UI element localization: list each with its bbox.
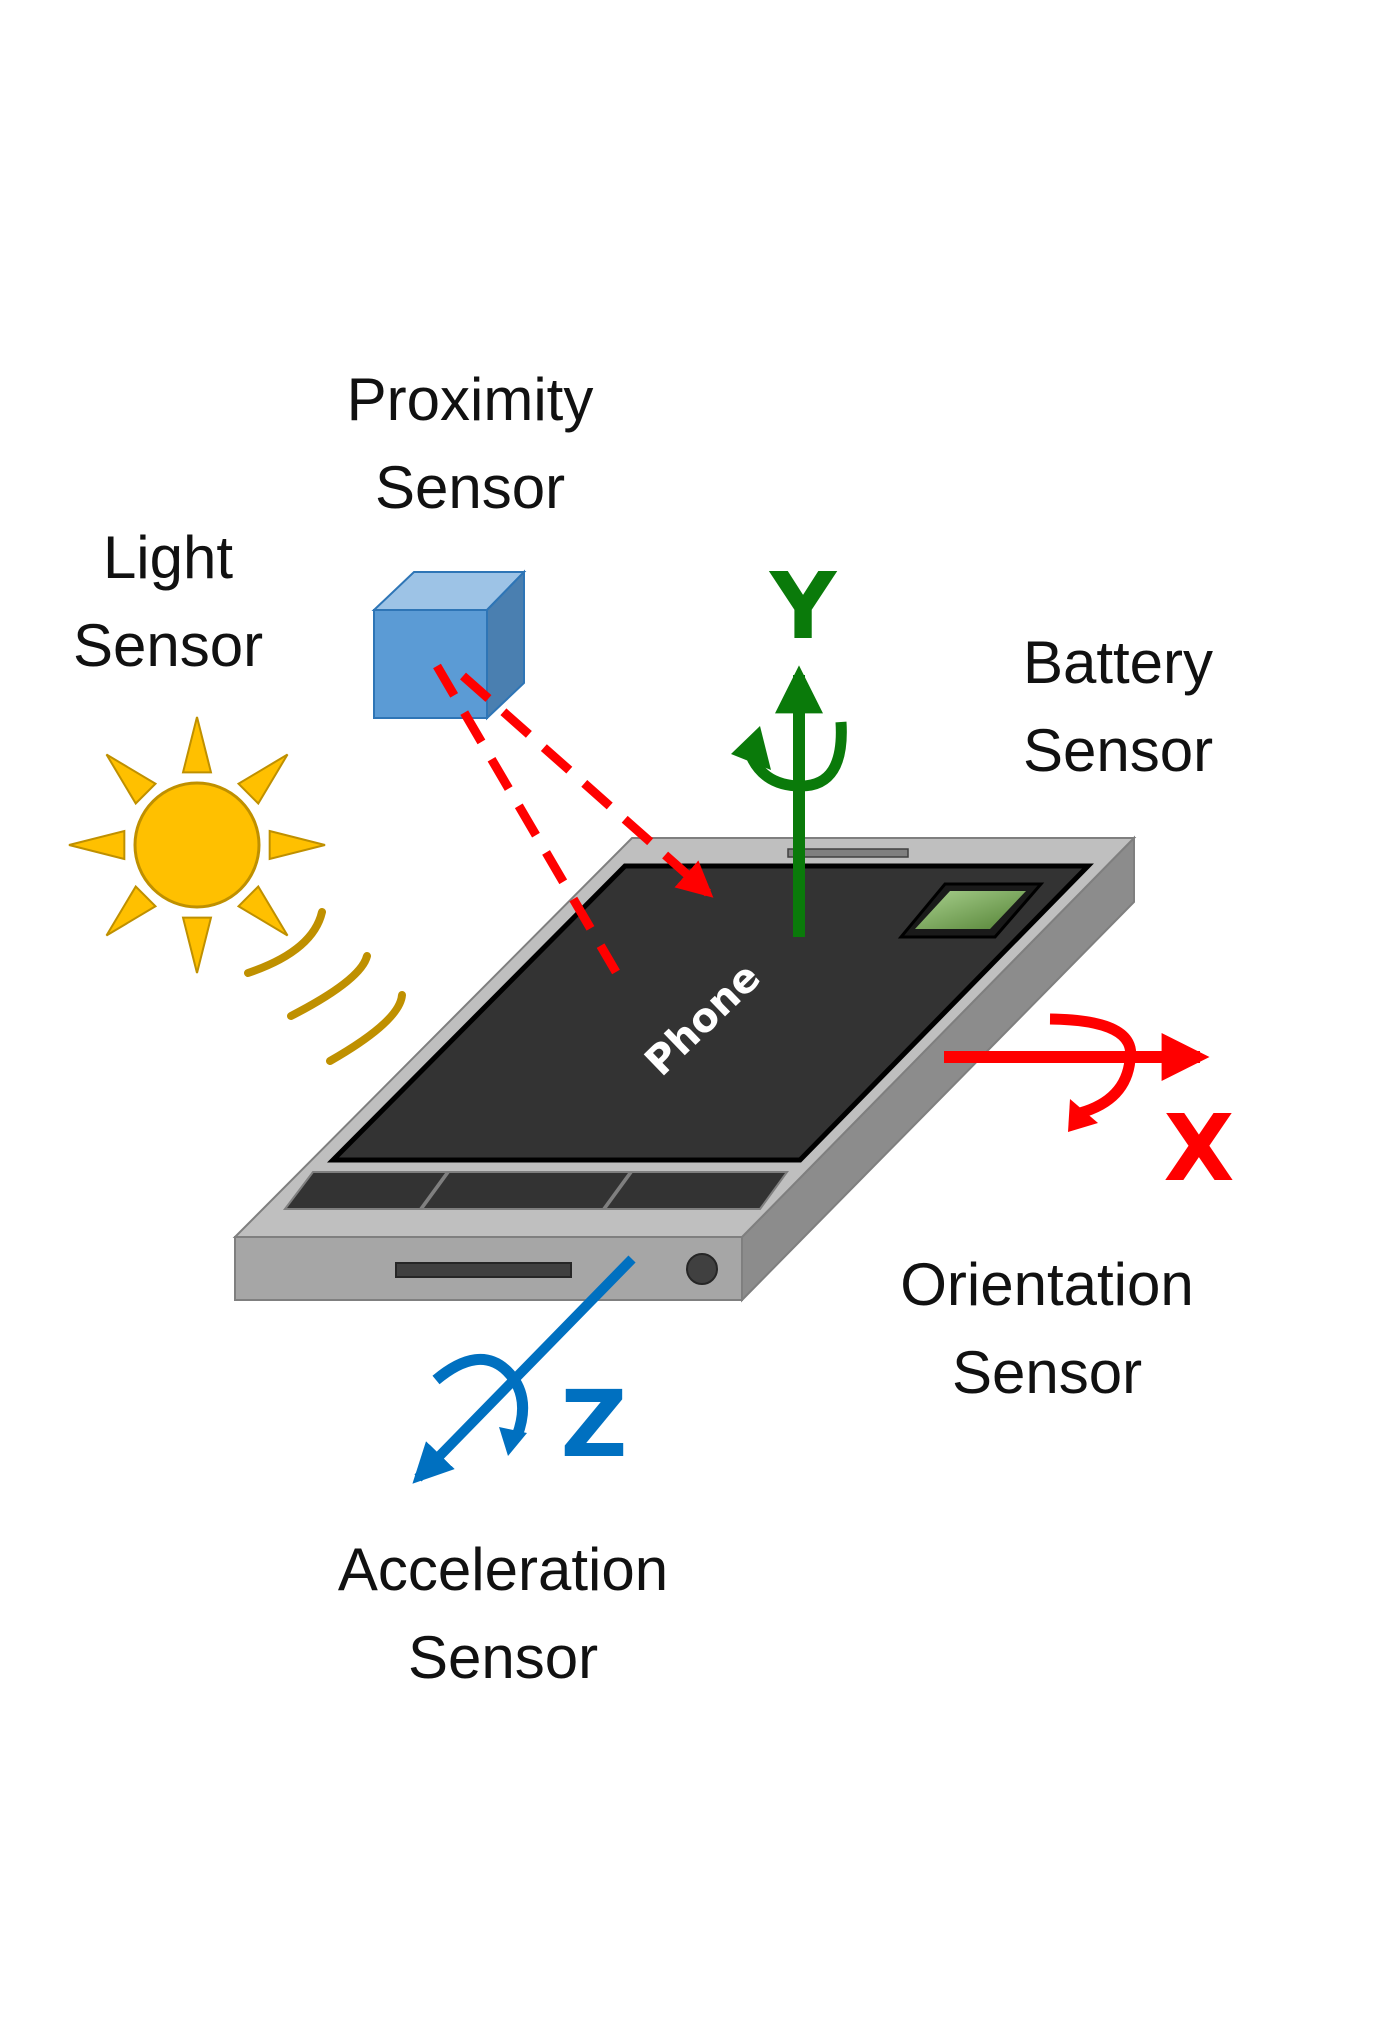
phone-slot	[395, 1262, 572, 1278]
proximity-label-line2: Sensor	[375, 454, 565, 521]
x-rotation-arrow	[1049, 1013, 1137, 1119]
sun-ray	[236, 884, 289, 937]
phone-button-left	[282, 1171, 449, 1210]
battery-label-line2: Sensor	[1023, 717, 1213, 784]
proximity-label-line1: Proximity	[347, 366, 594, 433]
proximity-label: Proximity Sensor	[347, 366, 594, 521]
proximity-beam-out	[433, 663, 620, 975]
x-axis: X	[944, 1013, 1235, 1202]
sun-ray	[68, 829, 126, 861]
acceleration-label: Acceleration Sensor	[338, 1536, 668, 1691]
phone-home-button	[686, 1253, 718, 1285]
proximity-beam-in	[460, 672, 714, 898]
battery-label: Battery Sensor	[1023, 629, 1213, 784]
acceleration-label-line2: Sensor	[408, 1624, 598, 1691]
y-axis-label: Y	[769, 553, 838, 660]
z-axis-label: Z	[561, 1371, 628, 1478]
proximity-beams	[433, 663, 714, 975]
orientation-label-line1: Orientation	[900, 1251, 1194, 1318]
acceleration-label-line1: Acceleration	[338, 1536, 668, 1603]
z-axis: Z	[412, 1255, 636, 1484]
sun-ray	[268, 829, 326, 861]
phone-button-right	[603, 1171, 789, 1210]
sun-ray	[236, 753, 289, 806]
x-axis-label: X	[1164, 1095, 1235, 1202]
phone-button-middle	[420, 1171, 632, 1210]
sun-icon	[68, 716, 326, 974]
phone-icon: Phone	[232, 835, 1137, 1303]
y-rotation-arrow	[742, 721, 847, 792]
sun-ray	[105, 753, 158, 806]
battery-chip-icon	[897, 882, 1045, 939]
sun-ray	[105, 884, 158, 937]
orientation-label-line2: Sensor	[952, 1339, 1142, 1406]
phone-screen	[326, 863, 1094, 1163]
battery-label-line1: Battery	[1023, 629, 1213, 696]
light-label: Light Sensor	[73, 524, 263, 679]
phone-speaker	[787, 848, 909, 858]
z-rotation-arrow	[432, 1353, 529, 1438]
sun-waves-icon	[244, 908, 406, 1065]
light-label-line2: Sensor	[73, 612, 263, 679]
proximity-cube-icon	[371, 569, 527, 721]
light-label-line1: Light	[103, 524, 233, 591]
y-axis: Y	[731, 553, 847, 937]
orientation-label: Orientation Sensor	[900, 1251, 1194, 1406]
sun-ray	[181, 916, 213, 974]
sun-ray	[181, 716, 213, 774]
